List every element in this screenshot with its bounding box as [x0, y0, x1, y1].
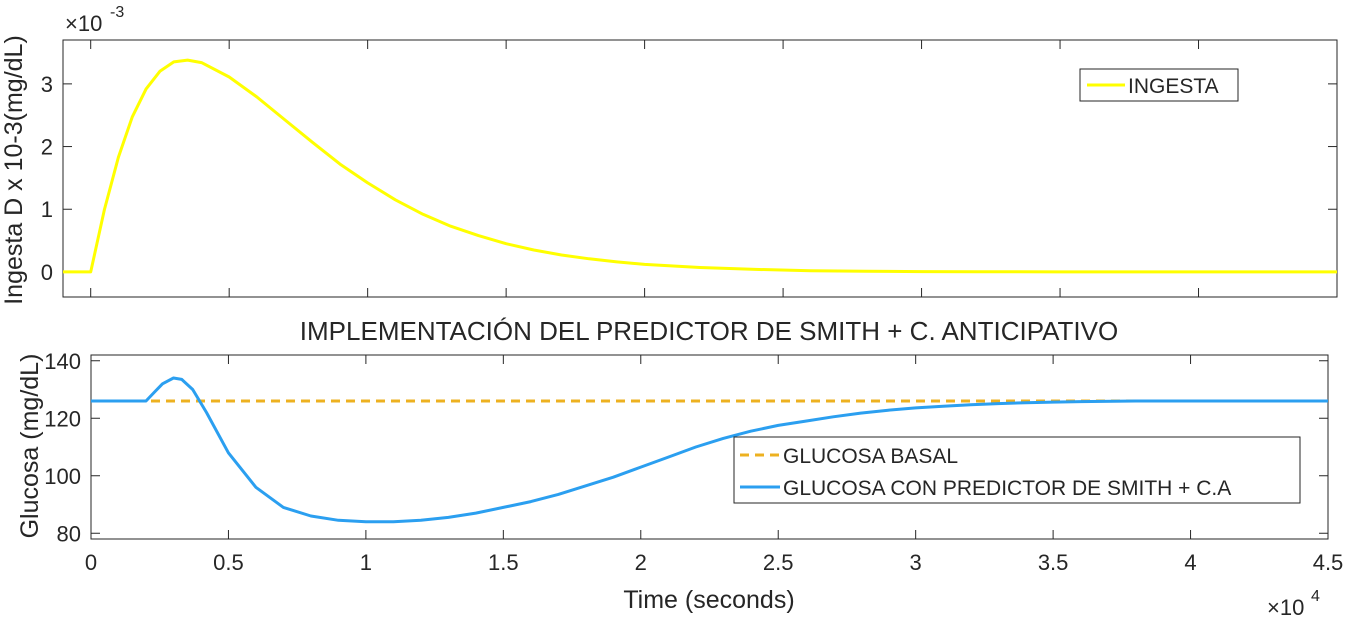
glucosa-ticks: 0 0.5 1 1.5 2 2.5 3 3.5 4 4.5 80 100 120 140 — [44, 349, 1343, 575]
ingesta-legend[interactable]: INGESTA — [1079, 68, 1239, 102]
ingesta-y-tick-label: 0 — [41, 260, 53, 285]
glucosa-x-exponent-power: 4 — [1311, 588, 1320, 605]
glucosa-ylabel: Glucosa (mg/dL) — [16, 354, 44, 539]
glucosa-x-tick-label: 4 — [1184, 550, 1196, 575]
glucosa-legend-box — [733, 436, 1301, 504]
glucosa-x-tick-label: 3 — [910, 550, 922, 575]
ingesta-series-line-0 — [63, 58, 1337, 274]
glucosa-x-tick-label: 1 — [360, 550, 372, 575]
ingesta-y-tick-label: 1 — [41, 197, 53, 222]
ingesta-y-tick-label: 3 — [41, 72, 53, 97]
glucosa-legend[interactable]: GLUCOSA BASAL GLUCOSA CON PREDICTOR DE S… — [733, 436, 1301, 504]
ingesta-ylabel: Ingesta D x 10-3(mg/dL) — [0, 35, 28, 305]
glucosa-x-tick-label: 4.5 — [1313, 550, 1344, 575]
glucosa-legend-label-basal: GLUCOSA BASAL — [783, 445, 958, 468]
ingesta-y-tick-label: 2 — [41, 135, 53, 160]
glucosa-y-tick-label: 100 — [44, 464, 81, 489]
glucosa-x-exponent-base: ×10 — [1267, 595, 1304, 620]
glucosa-x-tick-label: 0.5 — [213, 550, 244, 575]
glucosa-x-tick-label: 2.5 — [763, 550, 794, 575]
ingesta-y-exponent-power: -3 — [110, 4, 124, 21]
glucosa-y-tick-label: 140 — [44, 349, 81, 374]
glucosa-axes: IMPLEMENTACIÓN DEL PREDICTOR DE SMITH + … — [16, 316, 1343, 620]
glucosa-legend-label-predictor: GLUCOSA CON PREDICTOR DE SMITH + C.A — [783, 477, 1231, 500]
glucosa-x-tick-label: 3.5 — [1038, 550, 1069, 575]
ingesta-y-exponent-base: ×10 — [65, 11, 102, 36]
glucosa-series-layer — [91, 376, 1328, 524]
ingesta-series-layer — [63, 58, 1337, 274]
glucosa-y-tick-label: 120 — [44, 406, 81, 431]
glucosa-xlabel: Time (seconds) — [623, 586, 794, 614]
glucosa-x-tick-label: 2 — [635, 550, 647, 575]
glucosa-x-tick-label: 1.5 — [488, 550, 519, 575]
ingesta-axes: 0 1 2 3 Ingesta D x 10-3(mg/dL) ×10 -3 INGE… — [0, 4, 1338, 305]
glucosa-series-line-1 — [91, 376, 1328, 524]
ingesta-ticks: 0 1 2 3 — [41, 40, 1338, 297]
glucosa-x-tick-label: 0 — [85, 550, 97, 575]
ingesta-legend-label: INGESTA — [1128, 75, 1219, 98]
glucosa-x-exponent: ×10 4 — [1267, 588, 1320, 620]
glucosa-title: IMPLEMENTACIÓN DEL PREDICTOR DE SMITH + … — [300, 316, 1118, 346]
glucosa-y-tick-label: 80 — [57, 521, 81, 546]
ingesta-y-exponent: ×10 -3 — [65, 4, 124, 36]
